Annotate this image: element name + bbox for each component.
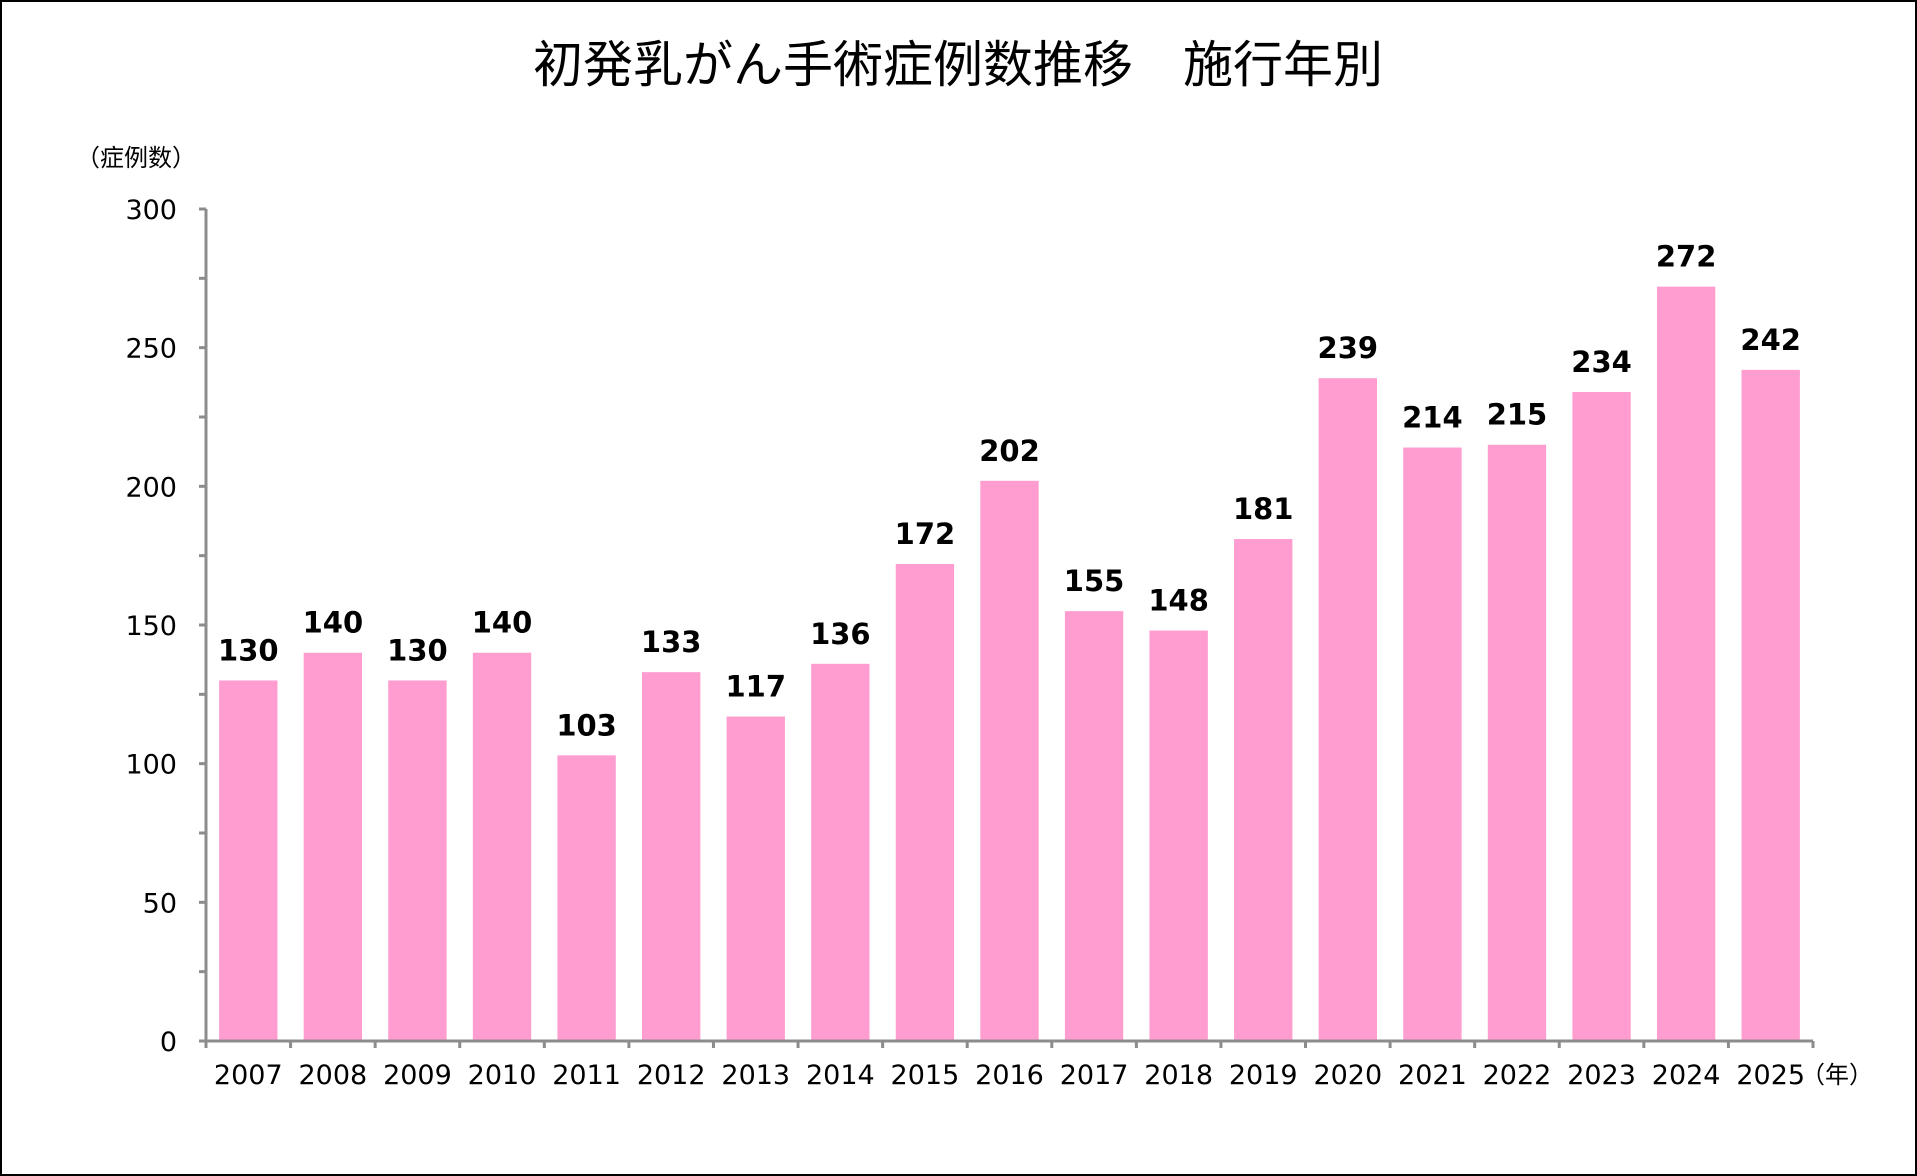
data-label-2020: 239	[1318, 331, 1379, 365]
x-tick-label-2022: 2022	[1483, 1060, 1552, 1091]
data-label-2021: 214	[1402, 401, 1463, 435]
data-label-2017: 155	[1064, 564, 1125, 598]
y-tick-label-50: 50	[143, 888, 177, 919]
bar-2023	[1572, 392, 1631, 1041]
x-tick-label-2020: 2020	[1313, 1060, 1382, 1091]
data-label-2011: 103	[556, 708, 617, 742]
bar-2013	[726, 716, 785, 1041]
data-label-2010: 140	[472, 606, 533, 640]
data-label-2019: 181	[1233, 492, 1294, 526]
y-tick-label-300: 300	[125, 195, 177, 226]
bar-2021	[1403, 447, 1462, 1041]
x-tick-label-2007: 2007	[214, 1060, 283, 1091]
chart-title: 初発乳がん手術症例数推移 施行年別	[533, 36, 1383, 94]
bar-2020	[1318, 378, 1377, 1041]
bar-2015	[895, 563, 955, 1041]
x-tick-label-2013: 2013	[721, 1060, 790, 1091]
bar-2012	[642, 672, 701, 1041]
y-axis-unit: （症例数）	[76, 144, 196, 172]
bar-2010	[472, 652, 532, 1041]
x-tick-label-2021: 2021	[1398, 1060, 1467, 1091]
x-tick-label-2012: 2012	[637, 1060, 706, 1091]
bar-2022	[1487, 444, 1547, 1041]
x-tick-label-2018: 2018	[1144, 1060, 1213, 1091]
bar-2024	[1656, 286, 1716, 1041]
data-label-2016: 202	[979, 434, 1040, 468]
bar-2019	[1234, 539, 1293, 1041]
bar-2017	[1064, 611, 1124, 1041]
x-tick-label-2024: 2024	[1652, 1060, 1721, 1091]
bar-2009	[388, 680, 447, 1041]
x-tick-label-2010: 2010	[468, 1060, 537, 1091]
y-tick-label-200: 200	[125, 472, 177, 503]
data-label-2018: 148	[1148, 584, 1209, 618]
bars-group	[219, 286, 1800, 1042]
x-tick-label-2017: 2017	[1060, 1060, 1129, 1091]
x-tick-label-2023: 2023	[1567, 1060, 1636, 1091]
y-tick-label-100: 100	[125, 750, 177, 781]
bar-2025	[1741, 369, 1800, 1041]
bar-2011	[557, 755, 616, 1041]
bar-2014	[811, 663, 870, 1041]
data-label-2023: 234	[1571, 345, 1632, 379]
x-tick-label-2015: 2015	[891, 1060, 960, 1091]
data-label-2025: 242	[1740, 323, 1801, 357]
data-label-2008: 140	[303, 606, 364, 640]
data-label-2007: 130	[218, 633, 279, 667]
x-tick-label-2008: 2008	[299, 1060, 368, 1091]
bar-2007	[219, 680, 278, 1041]
x-tick-label-2014: 2014	[806, 1060, 875, 1091]
data-label-2022: 215	[1487, 398, 1548, 432]
bar-2016	[980, 480, 1039, 1042]
y-tick-label-150: 150	[125, 611, 177, 642]
x-tick-label-2011: 2011	[552, 1060, 621, 1091]
y-tick-label-0: 0	[160, 1027, 177, 1058]
data-label-2013: 117	[725, 670, 786, 704]
bar-2018	[1149, 630, 1208, 1041]
x-tick-label-2009: 2009	[383, 1060, 452, 1091]
x-axis: 2007 2008 2009 2010 2011 2012 2013 2014 2015 2016…	[204, 1039, 1815, 1091]
x-tick-label-2016: 2016	[975, 1060, 1044, 1091]
x-tick-label-2019: 2019	[1229, 1060, 1298, 1091]
y-axis: 0 50 100 150 200 250 300	[125, 195, 208, 1058]
data-label-2014: 136	[810, 617, 871, 651]
data-label-2015: 172	[895, 517, 956, 551]
data-label-2024: 272	[1656, 240, 1717, 274]
x-tick-label-2025: 2025	[1736, 1060, 1805, 1091]
data-label-2009: 130	[387, 633, 448, 667]
x-axis-unit: （年）	[1801, 1061, 1873, 1089]
data-labels-group: 130 140 130 140 103 133 117 136 172 202 155 148 181 2…	[218, 240, 1801, 743]
bar-2008	[303, 652, 363, 1041]
y-tick-label-250: 250	[125, 334, 177, 365]
data-label-2012: 133	[641, 625, 702, 659]
